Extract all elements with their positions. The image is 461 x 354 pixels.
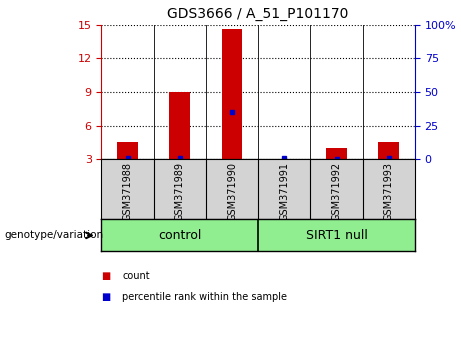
Bar [326,148,347,159]
Text: percentile rank within the sample: percentile rank within the sample [122,292,287,302]
Text: genotype/variation: genotype/variation [5,230,104,240]
Text: GSM371991: GSM371991 [279,162,290,221]
Text: control: control [158,229,201,242]
Text: ■: ■ [101,292,111,302]
Text: GSM371993: GSM371993 [384,162,394,221]
Text: GSM371992: GSM371992 [331,162,342,222]
Text: ■: ■ [101,271,111,281]
Title: GDS3666 / A_51_P101170: GDS3666 / A_51_P101170 [167,7,349,21]
Bar [117,142,138,159]
Text: count: count [122,271,150,281]
Bar [169,92,190,159]
Text: GSM371989: GSM371989 [175,162,185,221]
Text: SIRT1 null: SIRT1 null [306,229,367,242]
Text: GSM371990: GSM371990 [227,162,237,221]
Text: GSM371988: GSM371988 [123,162,133,221]
Bar [222,29,242,159]
Bar [378,142,399,159]
